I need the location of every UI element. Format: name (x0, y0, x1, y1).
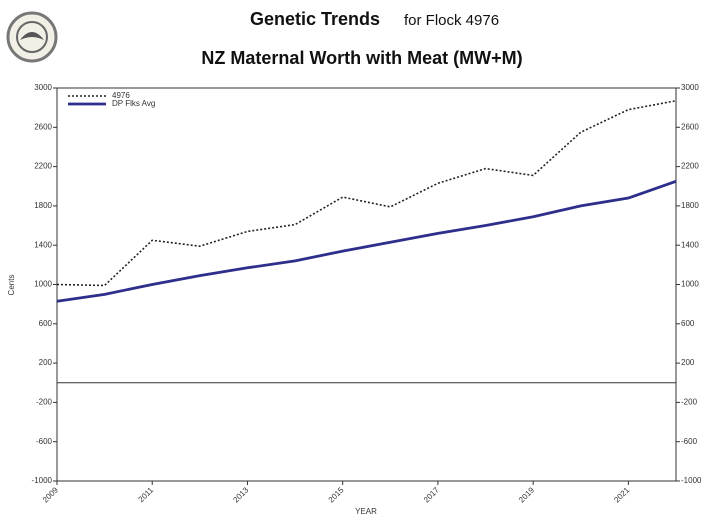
y2-tick-label: 600 (681, 319, 695, 328)
y2-tick-label: 3000 (681, 83, 699, 92)
y2-tick-label: 200 (681, 358, 695, 367)
x-tick-label: 2021 (612, 485, 631, 504)
x-tick-label: 2019 (517, 485, 536, 504)
y-tick-label: 2200 (34, 162, 52, 171)
series-line (56, 180, 677, 303)
y2-tick-label: 1000 (681, 280, 699, 289)
y-tick-label: -200 (36, 398, 53, 407)
legend-label: 4976 (112, 91, 130, 100)
y-tick-label: -1000 (32, 476, 53, 485)
y-tick-label: 600 (39, 319, 53, 328)
x-tick-label: 2011 (137, 485, 156, 504)
chart-title: Genetic Trends (250, 9, 380, 29)
x-tick-label: 2017 (422, 485, 441, 504)
x-axis-label: YEAR (355, 507, 377, 516)
x-tick-label: 2015 (327, 485, 346, 504)
y-axis-label: Cents (7, 275, 16, 296)
y-tick-label: -600 (36, 437, 53, 446)
y-tick-label: 1400 (34, 240, 52, 249)
y-tick-label: 200 (39, 358, 53, 367)
chart-subtitle: NZ Maternal Worth with Meat (MW+M) (201, 48, 522, 68)
y-tick-label: 3000 (34, 83, 52, 92)
chart-title-suffix: for Flock 4976 (404, 12, 499, 29)
y2-tick-label: 1800 (681, 201, 699, 210)
y2-tick-label: 2600 (681, 122, 699, 131)
series-line (56, 99, 677, 287)
y2-tick-label: 1400 (681, 240, 699, 249)
y2-tick-label: -1000 (681, 476, 702, 485)
x-tick-label: 2013 (231, 485, 250, 504)
y-tick-label: 1000 (34, 280, 52, 289)
y-tick-label: 2600 (34, 122, 52, 131)
legend-label: DP Flks Avg (112, 99, 155, 108)
y-tick-label: 1800 (34, 201, 52, 210)
y2-tick-label: 2200 (681, 162, 699, 171)
y2-tick-label: -600 (681, 437, 698, 446)
x-tick-label: 2009 (41, 485, 60, 504)
y2-tick-label: -200 (681, 398, 698, 407)
logo (6, 11, 58, 63)
